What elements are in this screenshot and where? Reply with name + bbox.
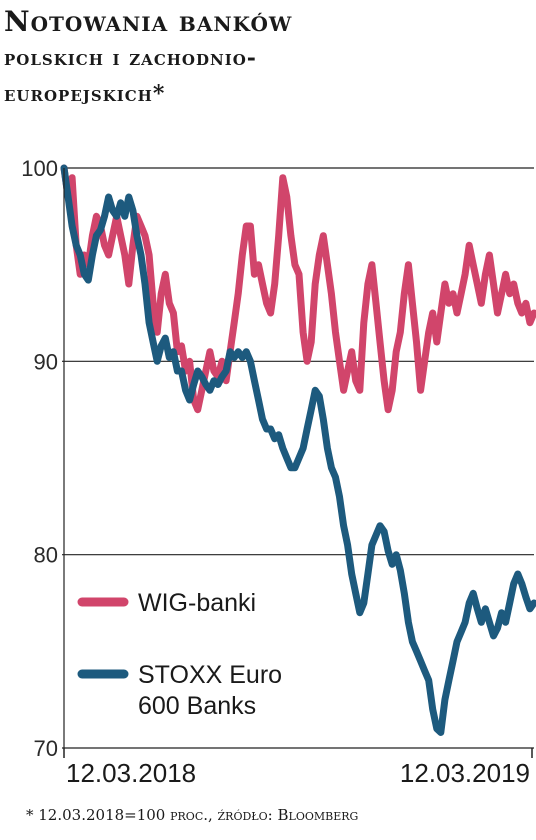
y-tick-label-90: 90 [34, 349, 58, 374]
chart-title-line3: europejskich* [4, 81, 166, 107]
chart-title-line1: Notowania banków [4, 5, 293, 38]
line-chart: 100 90 80 70 12.03.2018 12.03.2019 WIG-banki S… [21, 156, 536, 788]
x-tick-label-start: 12.03.2018 [66, 758, 196, 788]
grid-layer [62, 167, 534, 749]
legend-label-stoxx-line2: 600 Banks [138, 692, 256, 720]
legend: WIG-banki STOXX Euro 600 Banks [77, 589, 282, 720]
axis-layer: 100 90 80 70 12.03.2018 12.03.2019 [21, 156, 533, 788]
y-tick-label-80: 80 [34, 543, 58, 568]
footnote-source: * 12.03.2018=100 proc., źródło: Bloomber… [26, 806, 359, 824]
chart-area: 100 90 80 70 12.03.2018 12.03.2019 WIG-banki S… [0, 150, 536, 800]
legend-label-wig-banki: WIG-banki [138, 589, 256, 617]
chart-title-line2: polskich i zachodnio- [4, 45, 257, 71]
y-tick-label-70: 70 [34, 736, 58, 761]
x-tick-label-end: 12.03.2019 [400, 758, 530, 788]
series-layer [60, 164, 536, 736]
legend-label-stoxx-line1: STOXX Euro [138, 661, 282, 689]
chart-title: Notowania banków polskich i zachodnio- e… [4, 4, 532, 112]
series-line-stoxx-euro-600-banks [60, 164, 536, 736]
series-line-wig-banki [60, 164, 536, 414]
y-tick-label-100: 100 [21, 156, 58, 181]
